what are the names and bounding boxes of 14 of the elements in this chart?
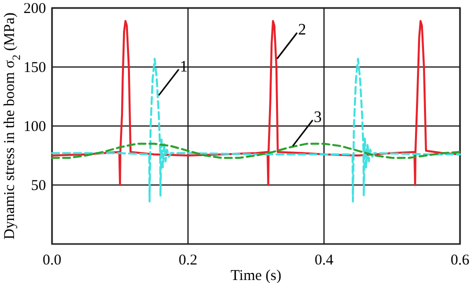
x-axis-title: Time (s) [230, 268, 282, 283]
x-tick-label: 0.0 [42, 252, 62, 269]
annotation: 2 [298, 22, 306, 39]
x-tick-label: 0.2 [178, 252, 198, 269]
y-tick-label: 200 [24, 0, 46, 17]
y-tick-label: 150 [24, 60, 46, 76]
y-tick-label: 100 [24, 118, 46, 135]
y-tick-label: 50 [31, 178, 46, 194]
line-series [51, 142, 461, 159]
line-series [51, 20, 461, 186]
x-tick-label: 0.4 [314, 252, 334, 269]
annotation: 3 [314, 109, 322, 126]
x-tick-label: 0.6 [450, 252, 470, 269]
line-series [51, 58, 461, 203]
